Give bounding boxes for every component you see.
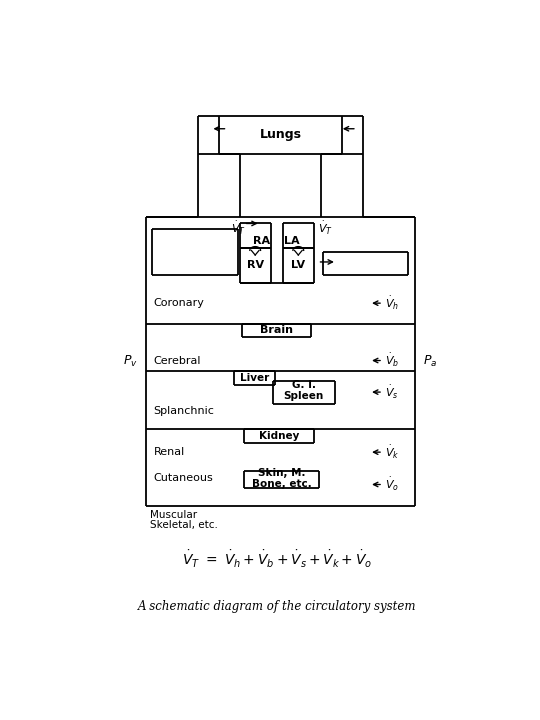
Text: LA: LA xyxy=(284,235,299,246)
Text: Brain: Brain xyxy=(260,325,293,336)
Text: Muscular: Muscular xyxy=(150,510,197,521)
Text: $\dot{V}_o$: $\dot{V}_o$ xyxy=(384,476,399,493)
Text: Coronary: Coronary xyxy=(153,298,205,308)
Text: A schematic diagram of the circulatory system: A schematic diagram of the circulatory s… xyxy=(138,600,416,613)
Text: Skin, M.
Bone, etc.: Skin, M. Bone, etc. xyxy=(252,467,312,489)
Text: Liver: Liver xyxy=(240,373,269,383)
Text: Kidney: Kidney xyxy=(259,431,299,441)
Text: LV: LV xyxy=(291,261,306,271)
Text: Lungs: Lungs xyxy=(260,128,302,141)
Text: RA: RA xyxy=(253,235,270,246)
Text: RV: RV xyxy=(247,261,264,271)
Text: Cutaneous: Cutaneous xyxy=(153,472,213,482)
Text: $\dot{V}_k$: $\dot{V}_k$ xyxy=(384,444,399,461)
Text: Skeletal, etc.: Skeletal, etc. xyxy=(150,520,218,529)
Text: $\dot{V}_h$: $\dot{V}_h$ xyxy=(384,294,399,312)
Text: $P_a$: $P_a$ xyxy=(423,354,437,369)
Text: Renal: Renal xyxy=(153,447,185,457)
Text: $P_v$: $P_v$ xyxy=(123,354,138,369)
Text: $\dot{V}_s$: $\dot{V}_s$ xyxy=(384,384,398,400)
Text: $\dot{V}_T$: $\dot{V}_T$ xyxy=(231,220,246,237)
Text: Splanchnic: Splanchnic xyxy=(153,406,214,416)
Text: G. I.
Spleen: G. I. Spleen xyxy=(284,379,324,401)
Text: $\dot{V}_b$: $\dot{V}_b$ xyxy=(384,352,399,369)
Text: $\dot{V}_T \ = \ \dot{V}_h + \dot{V}_b + \dot{V}_s + \dot{V}_k + \dot{V}_o$: $\dot{V}_T \ = \ \dot{V}_h + \dot{V}_b +… xyxy=(181,549,372,570)
Text: $\dot{V}_T$: $\dot{V}_T$ xyxy=(318,220,333,237)
Text: Cerebral: Cerebral xyxy=(153,356,201,366)
